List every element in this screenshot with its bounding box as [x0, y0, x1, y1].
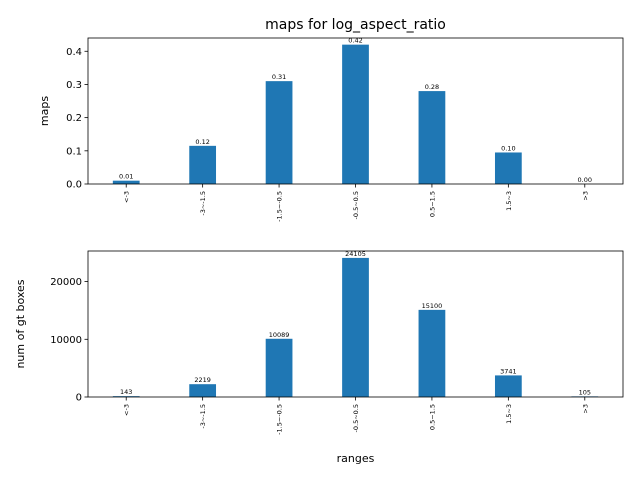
chart1-xtick-label: -0.5~0.5 [352, 191, 360, 219]
chart2-xtick-label: 1.5~3 [505, 404, 513, 424]
chart2-data-label: 3741 [500, 367, 517, 375]
chart2-x-axis-label: ranges [337, 452, 375, 465]
chart1-data-label: 0.01 [119, 173, 133, 181]
chart1-data-label: 0.28 [425, 83, 439, 91]
chart2-xtick-label: >3 [581, 404, 589, 414]
chart1-xtick-label: >3 [581, 191, 589, 201]
chart1-bar [342, 44, 369, 184]
chart1-xtick-label: 0.5~1.5 [428, 191, 436, 217]
chart1-ytick-label: 0.0 [66, 180, 82, 191]
chart2-ytick-label: 10000 [50, 335, 82, 346]
chart2-bar [112, 396, 140, 397]
chart1-xtick-label: <-3 [123, 191, 131, 203]
chart2-bar [494, 375, 522, 397]
chart2-ytick-label: 20000 [50, 277, 82, 288]
chart2-xtick-label: 0.5~1.5 [428, 404, 436, 430]
chart2-data-label: 105 [579, 388, 591, 396]
chart1-data-label: 0.00 [578, 176, 592, 184]
chart1-data-label: 0.10 [501, 144, 515, 152]
chart2-bar [342, 257, 369, 397]
chart1-ytick-label: 0.1 [66, 146, 82, 157]
chart1-xtick-label: -3~-1.5 [199, 191, 207, 216]
chart1-data-label: 0.31 [272, 73, 286, 81]
chart1-title: maps for log_aspect_ratio [265, 17, 446, 33]
chart1-bar [112, 180, 140, 184]
chart1-ytick-label: 0.3 [66, 80, 82, 91]
chart1-data-label: 0.42 [348, 37, 362, 45]
chart2-xtick-label: <-3 [123, 404, 131, 416]
chart1-data-label: 0.12 [195, 138, 209, 146]
chart2-axes-frame [87, 250, 624, 398]
chart2-xtick-label: -1.5~-0.5 [276, 404, 284, 435]
chart1-bar [189, 145, 217, 184]
chart1-xtick-label: -1.5~-0.5 [276, 191, 284, 222]
chart1-xtick-label: 1.5~3 [505, 191, 513, 211]
chart1-bar [494, 152, 522, 184]
chart2-data-label: 15100 [422, 302, 443, 310]
chart2-ytick-label: 0 [76, 393, 82, 404]
chart2-xtick-label: -3~-1.5 [199, 404, 207, 429]
chart2-data-label: 24105 [345, 250, 366, 258]
chart1-axes-frame [87, 37, 624, 185]
chart2-bar [189, 384, 217, 397]
chart2-data-label: 143 [120, 388, 132, 396]
chart2-y-axis-label: num of gt boxes [14, 279, 27, 368]
chart2-bar [265, 338, 293, 397]
chart1-ytick-label: 0.4 [66, 47, 82, 58]
chart2-data-label: 2219 [194, 376, 211, 384]
chart1-bar [418, 91, 446, 184]
chart2-xtick-label: -0.5~0.5 [352, 404, 360, 432]
chart2-data-label: 10089 [269, 331, 290, 339]
chart2-bar [418, 309, 446, 397]
chart1-y-axis-label: maps [38, 96, 51, 126]
chart1-ytick-label: 0.2 [66, 113, 82, 124]
chart1-bar [265, 81, 293, 184]
